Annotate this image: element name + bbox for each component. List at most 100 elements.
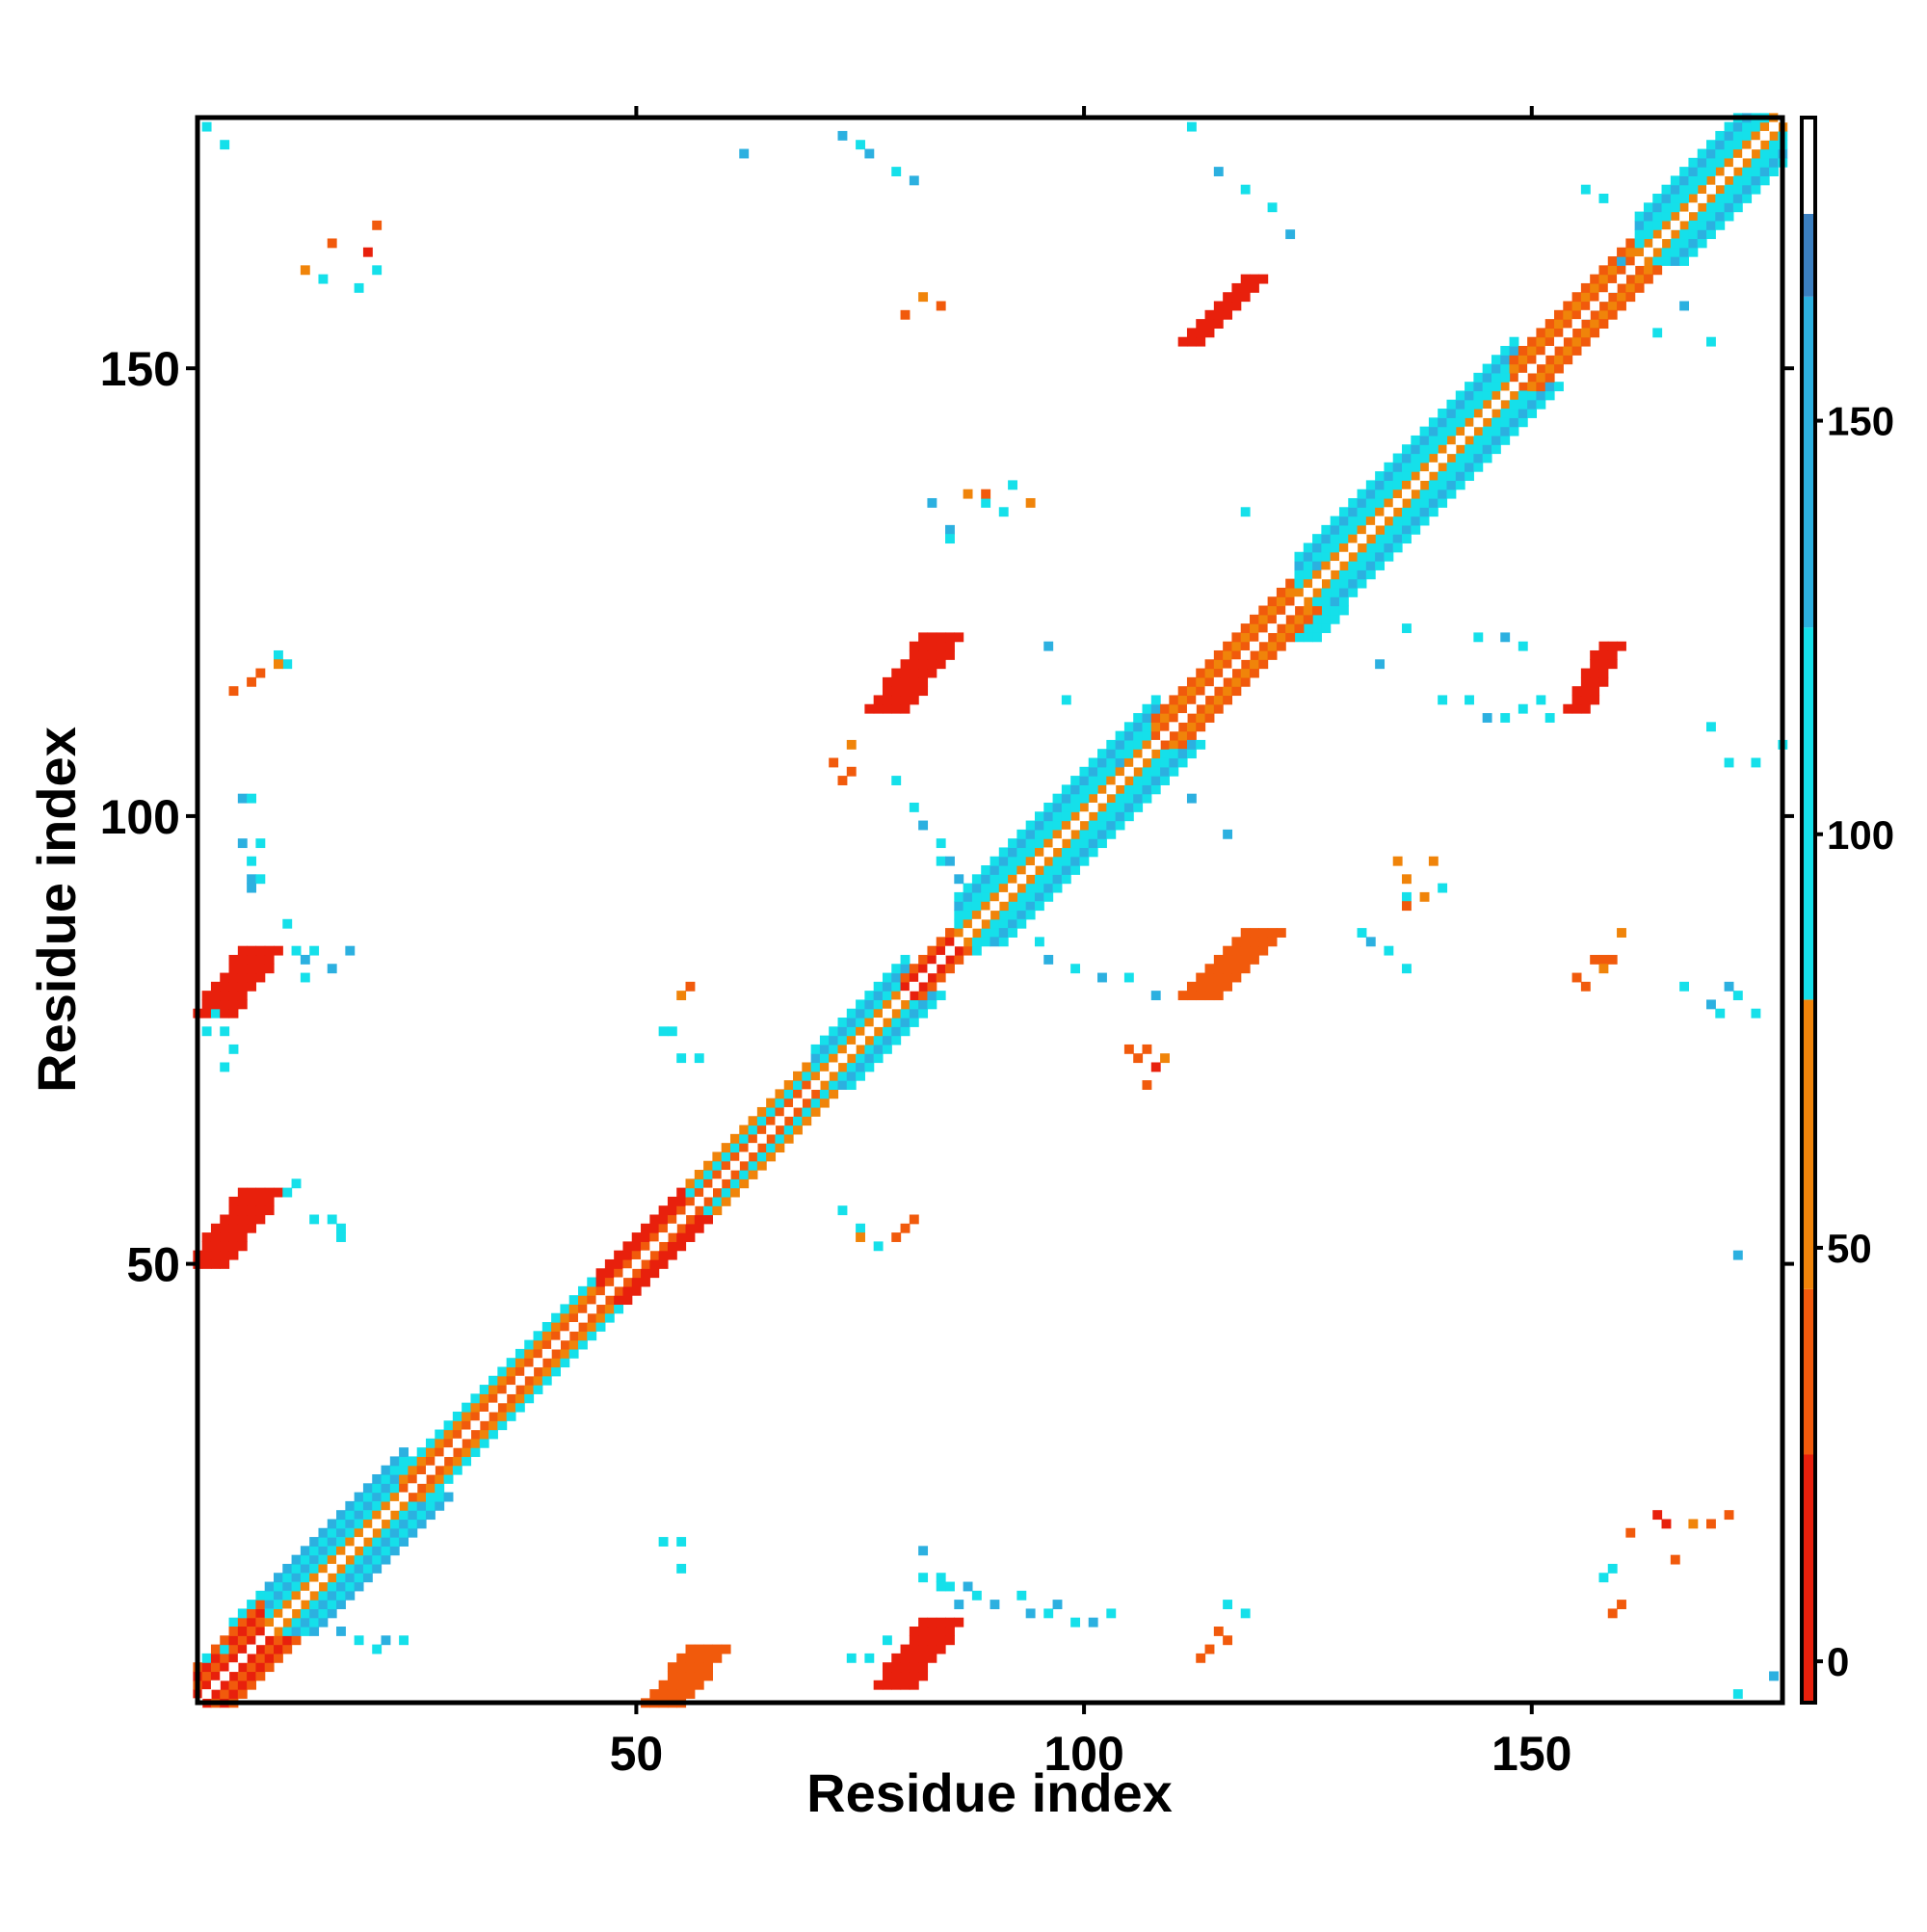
heatmap-cell — [909, 641, 919, 651]
heatmap-cell — [560, 1358, 570, 1368]
heatmap-cell — [1428, 480, 1439, 490]
heatmap-cell — [1544, 390, 1555, 401]
heatmap-cell — [1679, 256, 1690, 266]
heatmap-cell — [354, 1546, 364, 1556]
heatmap-cell — [1571, 301, 1582, 311]
heatmap-cell — [1213, 954, 1224, 965]
heatmap-cell — [873, 991, 884, 1001]
heatmap-cell — [909, 676, 919, 687]
heatmap-cell — [1446, 426, 1457, 437]
heatmap-cell — [1123, 1044, 1134, 1054]
diagonal-cell — [1070, 820, 1081, 831]
heatmap-cell — [1527, 390, 1538, 401]
heatmap-cell — [274, 1608, 283, 1619]
heatmap-cell — [622, 1258, 633, 1269]
heatmap-cell — [1590, 659, 1600, 670]
heatmap-cell — [873, 1026, 884, 1037]
heatmap-cell — [1411, 453, 1421, 463]
heatmap-cell — [1034, 883, 1044, 893]
heatmap-cell — [1150, 766, 1161, 777]
heatmap-cell — [1544, 355, 1555, 365]
diagonal-cell — [1034, 856, 1044, 866]
heatmap-cell — [309, 1537, 320, 1547]
heatmap-cell — [1357, 578, 1367, 589]
heatmap-cell — [622, 1250, 633, 1260]
heatmap-cell — [381, 1527, 391, 1538]
heatmap-cell — [1088, 766, 1098, 777]
heatmap-cell — [1160, 776, 1170, 785]
heatmap-cell — [918, 1635, 929, 1646]
diagonal-cell — [1500, 390, 1511, 401]
diagonal-cell — [1598, 292, 1609, 303]
heatmap-cell — [237, 981, 248, 992]
heatmap-cell — [274, 1635, 283, 1646]
heatmap-cell — [1724, 157, 1734, 168]
heatmap-cell — [1732, 167, 1743, 177]
heatmap-cell — [201, 1232, 212, 1242]
heatmap-cell — [1527, 372, 1538, 383]
heatmap-cell — [1375, 497, 1386, 508]
heatmap-cell — [274, 1187, 283, 1198]
heatmap-cell — [551, 1348, 561, 1359]
heatmap-cell — [927, 641, 937, 651]
heatmap-cell — [1571, 686, 1582, 697]
heatmap-cell — [291, 1635, 302, 1646]
heatmap-cell — [971, 891, 982, 902]
heatmap-cell — [1509, 336, 1519, 347]
heatmap-cell — [220, 1644, 230, 1654]
heatmap-cell — [873, 981, 884, 992]
heatmap-cell — [470, 1402, 481, 1413]
heatmap-cell — [1402, 453, 1412, 463]
heatmap-cell — [220, 1680, 230, 1690]
heatmap-cell — [1688, 194, 1699, 203]
heatmap-cell — [1034, 838, 1044, 849]
heatmap-cell — [237, 1223, 248, 1233]
diagonal-cell — [1706, 184, 1716, 195]
heatmap-cell — [1365, 543, 1376, 553]
heatmap-cell — [533, 1339, 543, 1350]
heatmap-cell — [927, 972, 937, 983]
heatmap-cell — [1223, 972, 1233, 983]
heatmap-cell — [1196, 722, 1206, 732]
heatmap-cell — [354, 1635, 364, 1646]
heatmap-cell — [1123, 749, 1134, 759]
heatmap-cell — [954, 918, 964, 929]
heatmap-cell — [721, 1143, 731, 1153]
heatmap-cell — [1250, 668, 1259, 678]
heatmap-cell — [1438, 435, 1448, 445]
heatmap-cell — [1196, 713, 1206, 723]
heatmap-cell — [201, 1680, 212, 1690]
heatmap-cell — [1509, 390, 1519, 401]
diagonal-cell — [837, 1053, 848, 1064]
heatmap-cell — [739, 1170, 750, 1179]
heatmap-cell — [793, 1089, 803, 1099]
heatmap-cell — [1267, 605, 1278, 616]
heatmap-cell — [372, 1474, 383, 1484]
heatmap-cell — [1115, 766, 1125, 777]
heatmap-cell — [1213, 991, 1224, 1001]
heatmap-cell — [1016, 829, 1027, 839]
heatmap-cell — [1034, 901, 1044, 912]
heatmap-cell — [891, 167, 902, 177]
diagonal-cell — [685, 1205, 696, 1216]
heatmap-cell — [1061, 838, 1071, 849]
heatmap-cell — [497, 1366, 508, 1377]
heatmap-cell — [1598, 954, 1609, 965]
heatmap-cell — [945, 1627, 955, 1636]
heatmap-cell — [1679, 247, 1690, 257]
heatmap-cell — [1527, 409, 1538, 418]
heatmap-cell — [1240, 632, 1251, 643]
heatmap-cell — [1670, 256, 1680, 266]
heatmap-cell — [1204, 319, 1215, 329]
heatmap-cell — [1473, 382, 1484, 392]
heatmap-cell — [1652, 202, 1663, 213]
heatmap-cell — [1160, 722, 1170, 732]
heatmap-cell — [1732, 175, 1743, 186]
heatmap-cell — [362, 1510, 373, 1521]
heatmap-cell — [247, 972, 257, 983]
heatmap-cell — [300, 972, 310, 983]
heatmap-cell — [228, 1241, 239, 1252]
heatmap-cell — [819, 1089, 830, 1099]
heatmap-cell — [372, 1554, 383, 1565]
heatmap-cell — [1285, 587, 1296, 597]
